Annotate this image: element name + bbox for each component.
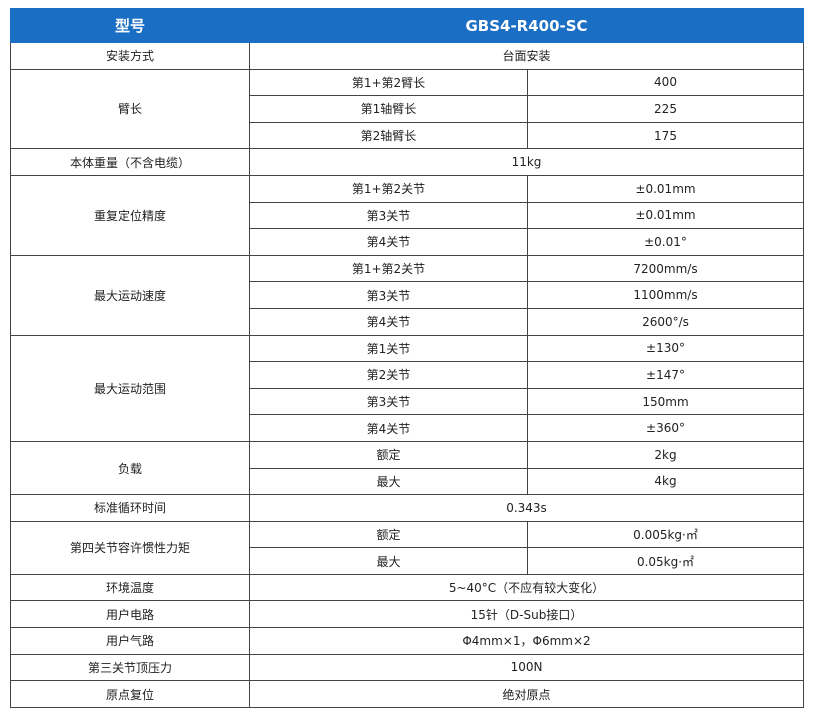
spec-label: 环境温度 (10, 573, 250, 602)
spec-value: 台面安装 (248, 42, 805, 70)
spec-label: 最大运动速度 (10, 254, 250, 336)
sub-value: ±0.01mm (526, 174, 805, 203)
header-model: GBS4-R400-SC (248, 8, 805, 43)
sub-label: 第1关节 (249, 334, 528, 363)
spec-row: 环境温度 5~40°C（不应有较大变化） (10, 573, 805, 602)
sub-label: 第3关节 (249, 387, 528, 416)
sub-label: 最大 (249, 467, 528, 496)
sub-value: 1100mm/s (526, 281, 805, 309)
sub-label: 第1+第2关节 (249, 254, 528, 283)
header-label: 型号 (10, 8, 250, 43)
sub-label: 第1轴臂长 (249, 95, 528, 123)
sub-value: ±360° (526, 414, 805, 442)
sub-label: 第4关节 (249, 307, 528, 336)
sub-value: ±0.01° (526, 228, 805, 256)
sub-label: 额定 (249, 440, 528, 469)
spec-row: 最大 0.05kg·㎡ (11, 547, 805, 575)
spec-label: 最大运动范围 (10, 334, 250, 442)
sub-value: 4kg (526, 467, 805, 496)
spec-row: 第2轴臂长 175 (11, 121, 805, 150)
spec-row: 用户电路 15针（D-Sub接口） (10, 600, 805, 629)
spec-value: 0.343s (248, 494, 805, 522)
spec-row: 第2关节 ±147° (11, 361, 805, 389)
sub-label: 第3关节 (249, 281, 528, 309)
spec-label: 标准循环时间 (10, 494, 250, 522)
sub-label: 第1+第2关节 (249, 174, 528, 203)
sub-value: 2kg (526, 440, 805, 469)
sub-label: 第4关节 (249, 228, 528, 256)
sub-value: ±147° (526, 361, 805, 389)
spec-label: 原点复位 (10, 680, 250, 708)
spec-row: 最大运动范围 第1关节 ±130° (10, 334, 805, 442)
spec-value: Φ4mm×1，Φ6mm×2 (248, 627, 805, 655)
spec-value: 15针（D-Sub接口） (248, 600, 805, 629)
spec-table: 型号 GBS4-R400-SC 安装方式 台面安装 臂长 第1+第2臂长 400 第1轴臂… (10, 8, 805, 708)
spec-row: 第四关节容许惯性力矩 额定 0.005kg·㎡ (10, 520, 805, 575)
spec-row: 最大运动速度 第1+第2关节 7200mm/s (10, 254, 805, 336)
spec-row: 标准循环时间 0.343s (10, 494, 805, 522)
sub-value: 0.05kg·㎡ (526, 547, 805, 575)
spec-row: 重复定位精度 第1+第2关节 ±0.01mm (10, 174, 805, 256)
spec-row: 臂长 第1+第2臂长 400 (10, 68, 805, 150)
sub-value: ±130° (526, 334, 805, 363)
sub-label: 最大 (249, 547, 528, 575)
spec-label: 第四关节容许惯性力矩 (10, 520, 250, 575)
spec-value: 11kg (248, 148, 805, 176)
spec-value: 5~40°C（不应有较大变化） (248, 573, 805, 602)
table-body: 安装方式 台面安装 臂长 第1+第2臂长 400 第1轴臂长 225 第2轴臂长 175 本体重量… (10, 42, 805, 708)
sub-value: 7200mm/s (526, 254, 805, 283)
sub-value: 400 (526, 68, 805, 97)
spec-row: 本体重量（不含电缆） 11kg (10, 148, 805, 176)
sub-label: 第4关节 (249, 414, 528, 442)
sub-label: 额定 (249, 520, 528, 549)
spec-label: 负载 (10, 440, 250, 496)
sub-label: 第1+第2臂长 (249, 68, 528, 97)
spec-label: 本体重量（不含电缆） (10, 148, 250, 176)
spec-row: 第3关节 1100mm/s (11, 281, 805, 309)
spec-row: 第4关节 2600°/s (11, 307, 805, 336)
spec-label: 用户电路 (10, 600, 250, 629)
sub-label: 第3关节 (249, 201, 528, 230)
spec-label: 重复定位精度 (10, 174, 250, 256)
sub-value: 225 (526, 95, 805, 123)
spec-label: 第三关节顶压力 (10, 653, 250, 682)
sub-value: 175 (526, 121, 805, 150)
sub-value: ±0.01mm (526, 201, 805, 230)
spec-row: 第3关节 150mm (11, 387, 805, 416)
spec-row: 第3关节 ±0.01mm (11, 201, 805, 230)
spec-row: 用户气路 Φ4mm×1，Φ6mm×2 (10, 627, 805, 655)
spec-label: 安装方式 (10, 42, 250, 70)
spec-row: 第三关节顶压力 100N (10, 653, 805, 682)
sub-value: 0.005kg·㎡ (526, 520, 805, 549)
spec-value: 绝对原点 (248, 680, 805, 708)
header-row: 型号 GBS4-R400-SC (10, 8, 805, 43)
spec-label: 用户气路 (10, 627, 250, 655)
spec-row: 第1轴臂长 225 (11, 95, 805, 123)
spec-row: 原点复位 绝对原点 (10, 680, 805, 708)
sub-label: 第2关节 (249, 361, 528, 389)
sub-label: 第2轴臂长 (249, 121, 528, 150)
spec-row: 负载 额定 2kg (10, 440, 805, 496)
spec-row: 安装方式 台面安装 (10, 42, 805, 70)
sub-value: 150mm (526, 387, 805, 416)
spec-label: 臂长 (10, 68, 250, 150)
sub-value: 2600°/s (526, 307, 805, 336)
spec-value: 100N (248, 653, 805, 682)
spec-row: 第4关节 ±0.01° (11, 228, 805, 256)
